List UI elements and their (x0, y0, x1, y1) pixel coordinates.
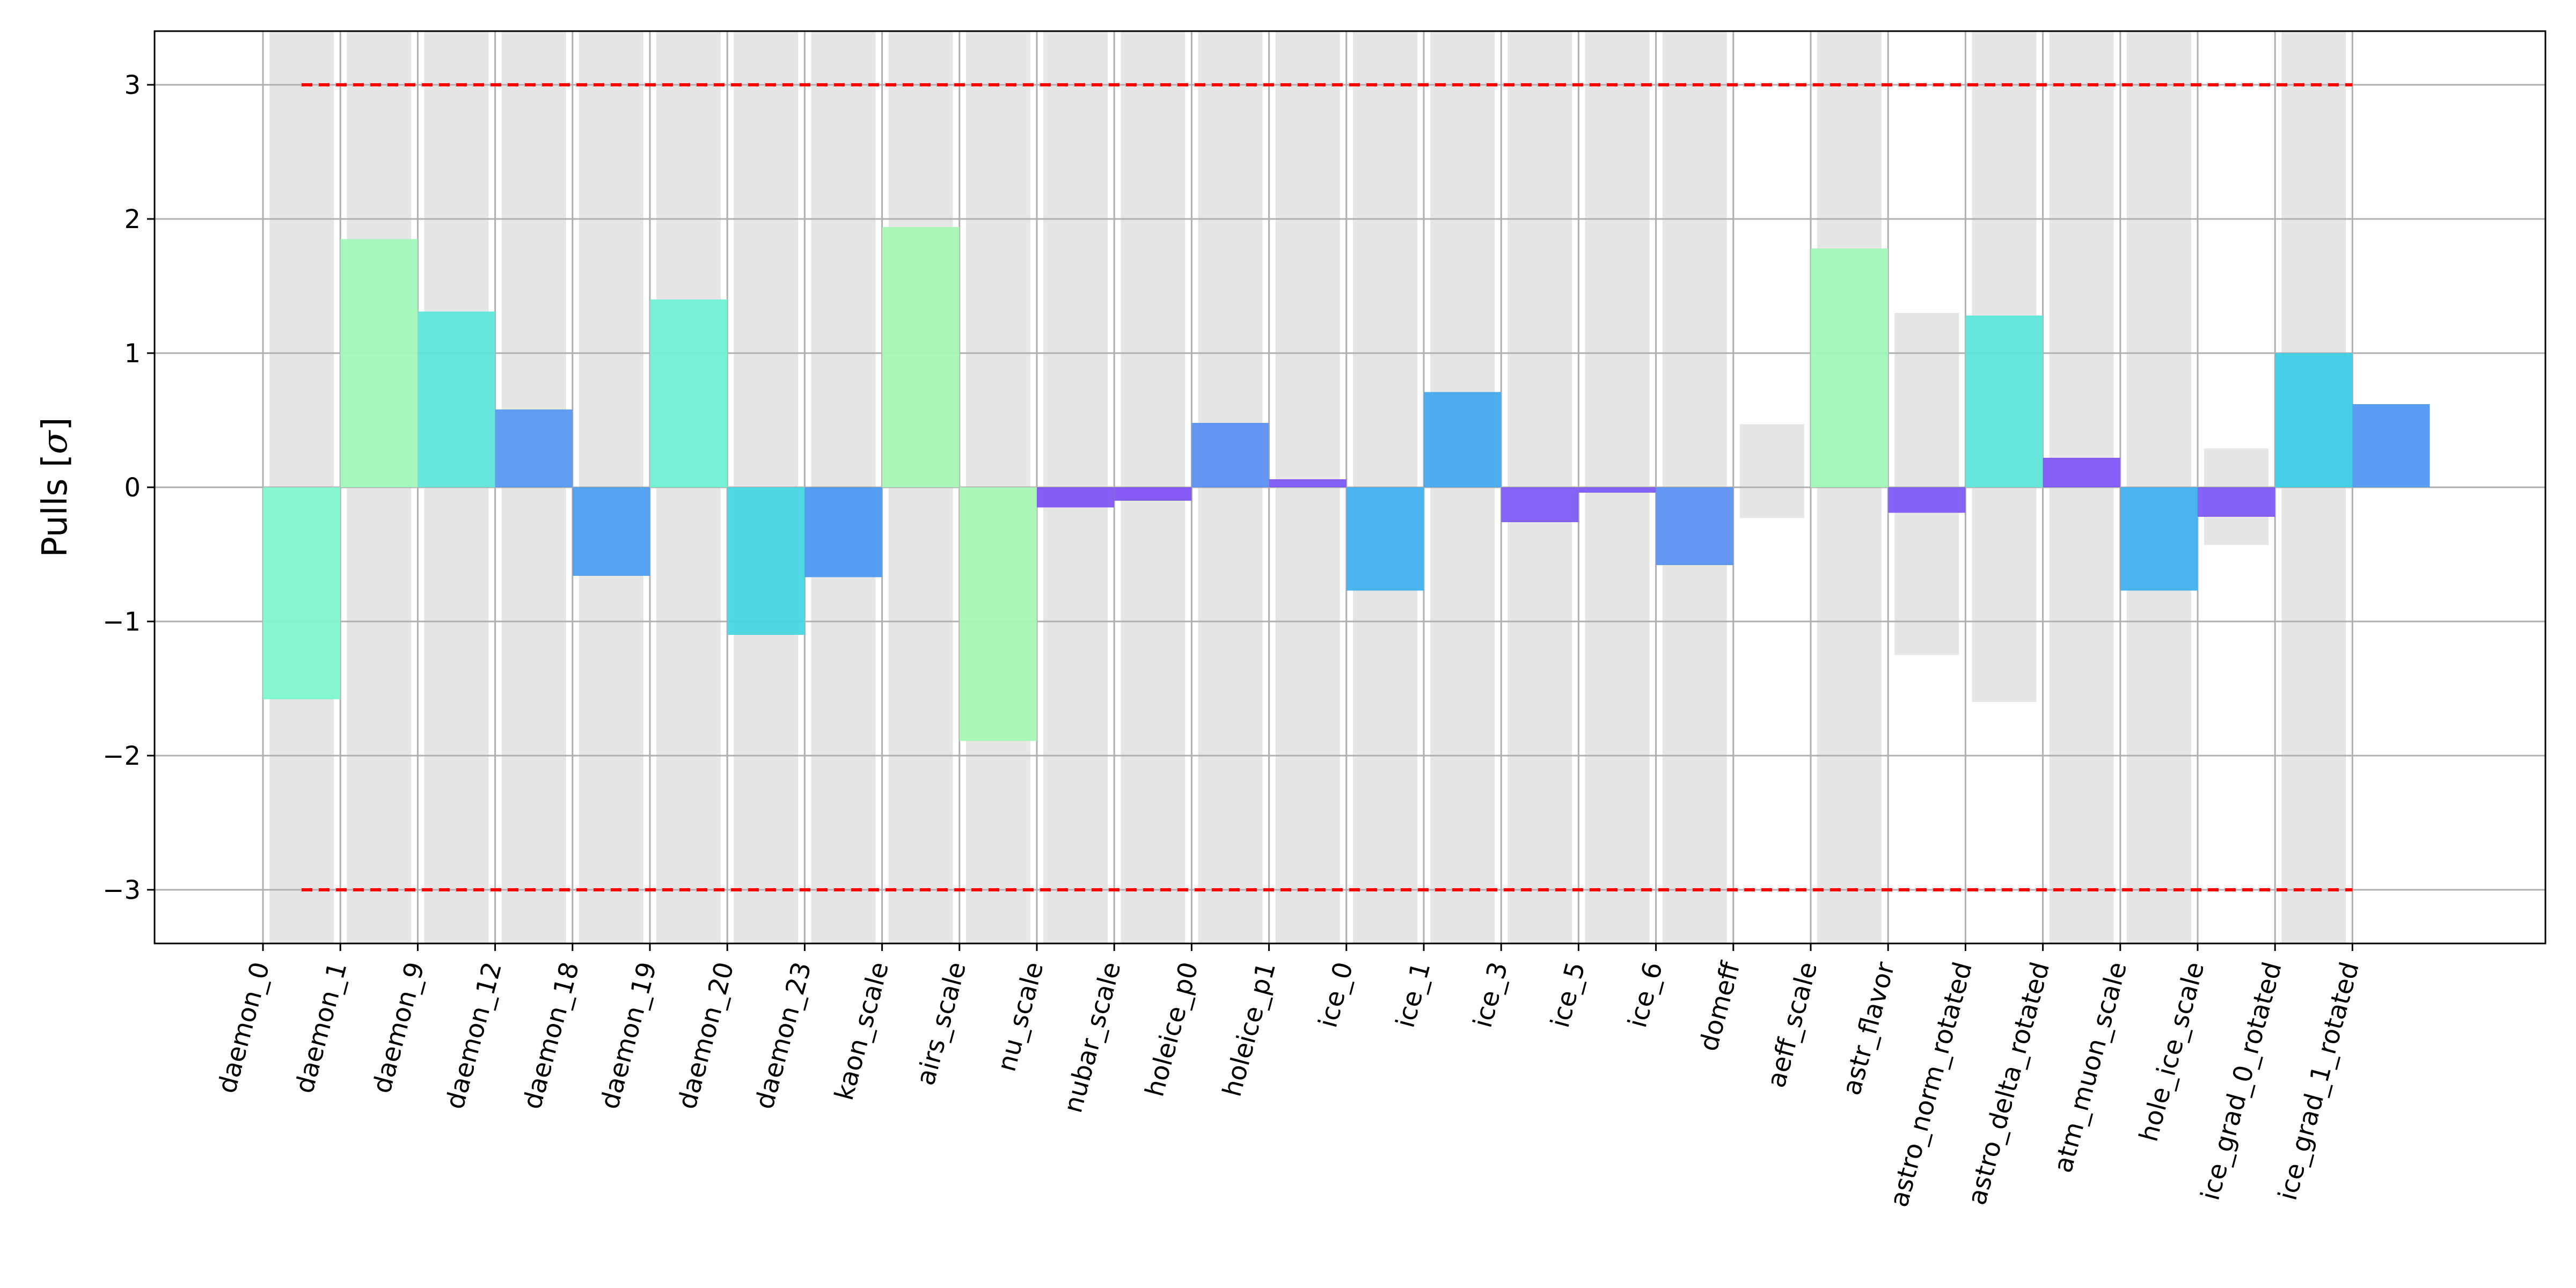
bar-astr_flavor (1888, 487, 1966, 513)
y-tick-label-3: 0 (124, 473, 141, 503)
x-tick-label-daemon_19: daemon_19 (595, 959, 663, 1113)
x-tick-label-astro_norm_rotated: astro_norm_rotated (1884, 959, 1978, 1210)
x-tick-label-ice_5: ice_5 (1545, 959, 1591, 1031)
bar-airs_scale (959, 487, 1037, 741)
x-tick-label-daemon_12: daemon_12 (440, 959, 508, 1113)
bar-daemon_18 (572, 487, 650, 576)
pull-bars (263, 227, 2430, 741)
x-tick-label-kaon_scale: kaon_scale (829, 959, 895, 1103)
bar-ice_3 (1501, 487, 1579, 522)
x-axis-ticks: daemon_0 daemon_1 daemon_9 daemon_12 daemon_… (212, 943, 2365, 1210)
x-tick-label-astro_delta_rotated: astro_delta_rotated (1962, 959, 2055, 1209)
bar-ice_grad_0_rotated (2275, 353, 2353, 487)
y-tick-label-5: 2 (124, 204, 141, 235)
bar-daemon_20 (727, 487, 805, 635)
x-tick-label-daemon_0: daemon_0 (212, 959, 276, 1096)
x-tick-label-hole_ice_scale: hole_ice_scale (2134, 959, 2211, 1145)
x-tick-label-ice_grad_0_rotated: ice_grad_0_rotated (2195, 959, 2287, 1204)
bar-ice_grad_1_rotated (2352, 404, 2430, 487)
x-tick-label-ice_1: ice_1 (1390, 959, 1436, 1031)
x-tick-label-ice_6: ice_6 (1622, 959, 1668, 1031)
prior-band-domeff (1739, 424, 1804, 518)
x-tick-label-holeice_p0: holeice_p0 (1139, 959, 1204, 1100)
y-tick-label-2: −1 (103, 607, 141, 637)
bar-daemon_19 (650, 299, 728, 487)
bar-hole_ice_scale (2198, 487, 2275, 517)
x-tick-label-airs_scale: airs_scale (910, 959, 972, 1089)
bar-ice_0 (1346, 487, 1424, 591)
bar-astro_delta_rotated (2043, 458, 2120, 487)
x-tick-label-nubar_scale: nubar_scale (1058, 959, 1127, 1116)
x-tick-label-astr_flavor: astr_flavor (1836, 958, 1901, 1098)
bar-nu_scale (1037, 487, 1115, 508)
x-tick-label-atm_muon_scale: atm_muon_scale (2048, 959, 2133, 1176)
y-axis-ticks: −3 −2 −1 0 1 2 3 (103, 70, 155, 905)
x-tick-label-nu_scale: nu_scale (992, 959, 1050, 1075)
prior-band-astr_flavor (1894, 313, 1959, 655)
sigma-reference-lines (302, 83, 2353, 891)
y-axis-label-main: Pulls [ (35, 454, 75, 557)
bar-ice_5 (1578, 487, 1656, 493)
bar-daemon_23 (804, 487, 882, 577)
x-tick-label-daemon_18: daemon_18 (517, 959, 586, 1113)
x-tick-label-daemon_9: daemon_9 (367, 959, 430, 1096)
bar-daemon_12 (495, 409, 573, 487)
x-tick-label-holeice_p1: holeice_p1 (1217, 959, 1282, 1100)
bar-daemon_9 (418, 311, 495, 487)
x-tick-label-ice_0: ice_0 (1313, 959, 1359, 1031)
x-tick-label-ice_grad_1_rotated: ice_grad_1_rotated (2273, 959, 2365, 1204)
bar-daemon_0 (263, 487, 341, 699)
bar-ice_6 (1656, 487, 1733, 565)
x-tick-label-aeff_scale: aeff_scale (1761, 959, 1823, 1091)
bar-holeice_p0 (1191, 423, 1269, 487)
x-tick-label-domeff: domeff (1694, 958, 1746, 1055)
bar-daemon_1 (340, 239, 418, 487)
x-tick-label-daemon_23: daemon_23 (749, 959, 817, 1113)
y-tick-label-4: 1 (124, 339, 141, 369)
y-tick-label-6: 3 (124, 70, 141, 100)
y-axis-label-symbol: σ (35, 429, 75, 454)
x-tick-label-ice_3: ice_3 (1468, 959, 1514, 1031)
bar-nubar_scale (1114, 487, 1192, 501)
bar-kaon_scale (882, 227, 960, 487)
bar-atm_muon_scale (2120, 487, 2198, 591)
x-tick-label-daemon_20: daemon_20 (672, 959, 740, 1113)
bar-astro_norm_rotated (1965, 316, 2043, 487)
y-axis-label-close: ] (35, 418, 75, 431)
bar-aeff_scale (1811, 248, 1889, 487)
y-axis-label: Pulls [σ] (35, 418, 75, 558)
bar-holeice_p1 (1269, 479, 1346, 487)
x-tick-label-daemon_1: daemon_1 (289, 959, 353, 1096)
y-tick-label-0: −3 (103, 875, 141, 905)
y-tick-label-1: −2 (103, 741, 141, 771)
bar-ice_1 (1424, 392, 1502, 487)
